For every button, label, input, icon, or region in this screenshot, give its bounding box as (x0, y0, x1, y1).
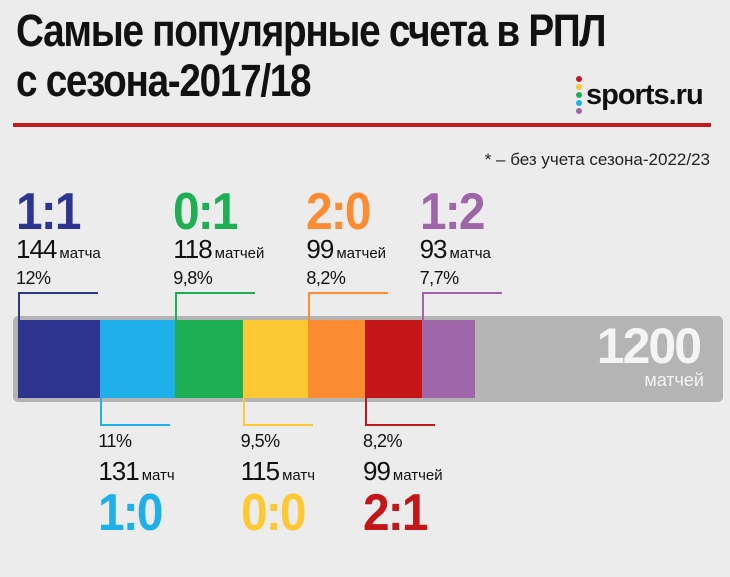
score-label-1-2: 1:2 (419, 183, 485, 241)
logo-dot (576, 92, 582, 98)
title-line-2: с сезона-2017/18 (16, 55, 312, 106)
leader-line-2-0 (308, 292, 389, 320)
leader-line-1-0 (100, 398, 171, 426)
match-count-value: 118 (173, 234, 212, 264)
score-label-2-1: 2:1 (363, 484, 428, 542)
match-count-unit: матчей (392, 467, 443, 484)
match-count-0-0: 115 матч (241, 458, 315, 489)
score-label-1-0: 1:0 (98, 484, 163, 542)
percent-label-0-1: 9,8% (173, 268, 213, 288)
percent-label-1-1: 12% (16, 268, 51, 288)
bar-segment-0-1 (175, 320, 243, 398)
bar-segment-1-2 (421, 320, 475, 398)
header-divider (13, 123, 711, 127)
match-count-value: 131 (98, 456, 139, 486)
page-title: Самые популярные счета в РПЛ с сезона-20… (16, 5, 607, 106)
match-count-value: 144 (16, 234, 57, 264)
logo-text: sports.ru (586, 78, 704, 111)
score-label-0-1: 0:1 (173, 183, 238, 241)
match-count-unit: матча (59, 245, 101, 262)
score-label-2-0: 2:0 (306, 183, 371, 241)
title-line-1: Самые популярные счета в РПЛ (16, 5, 607, 56)
bar-segment-2-1 (365, 320, 422, 398)
percent-label-2-1: 8,2% (363, 431, 403, 451)
leader-line-0-0 (242, 398, 313, 426)
score-label-0-0: 0:0 (240, 484, 306, 542)
match-count-value: 115 (240, 456, 280, 486)
logo-dot (576, 76, 582, 82)
sports-ru-logo: sports.ru (576, 76, 704, 114)
match-count-2-0: 99 матчей (306, 236, 386, 267)
bar-segment-1-0 (100, 320, 176, 398)
logo-dot (576, 100, 582, 106)
score-label-1-1: 1:1 (16, 183, 81, 241)
match-count-value: 99 (363, 456, 391, 486)
bar-segment-1-1 (18, 320, 101, 398)
percent-label-0-0: 9,5% (240, 431, 281, 451)
bar-segment-2-0 (308, 320, 365, 398)
match-count-unit: матчей (214, 245, 265, 262)
match-count-unit: матч (282, 467, 316, 484)
footnote: * – без учета сезона-2022/23 (484, 150, 710, 169)
logo-dot (576, 84, 582, 90)
match-count-2-1: 99 матчей (363, 458, 443, 489)
leader-line-1-2 (421, 292, 502, 320)
leader-line-0-1 (175, 292, 256, 320)
logo-dot (576, 108, 582, 114)
match-count-1-2: 93 матча (420, 236, 491, 267)
match-count-0-1: 118 матчей (173, 236, 264, 267)
match-count-1-1: 144 матча (16, 236, 101, 267)
match-count-1-0: 131 матч (98, 458, 174, 489)
match-count-unit: матча (449, 245, 491, 262)
total-unit-label: матчей (644, 370, 704, 390)
total-value-label: 1200 (596, 318, 702, 374)
match-count-unit: матчей (336, 245, 387, 262)
match-count-value: 99 (306, 234, 334, 264)
percent-label-1-0: 11% (98, 431, 132, 451)
percent-label-2-0: 8,2% (306, 268, 346, 288)
bar-segment-0-0 (242, 320, 309, 398)
match-count-unit: матч (141, 467, 175, 484)
logo-dots-icon (576, 76, 582, 114)
leader-line-1-1 (18, 292, 98, 320)
match-count-value: 93 (419, 234, 448, 264)
leader-line-2-1 (365, 398, 435, 426)
percent-label-1-2: 7,7% (419, 268, 460, 288)
